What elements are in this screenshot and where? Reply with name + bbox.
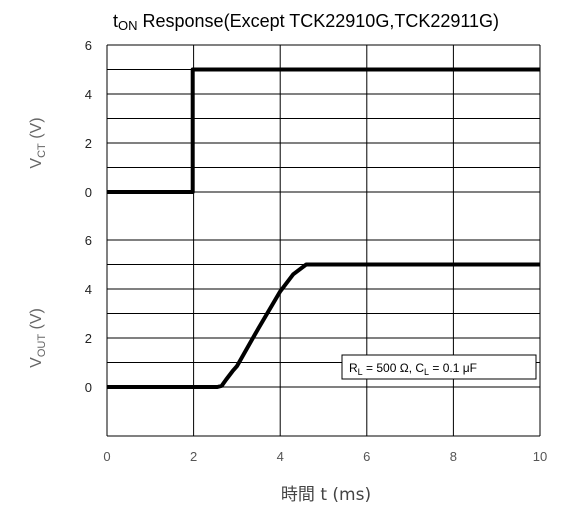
y-axis-label-vct: VCT (V) xyxy=(28,117,48,168)
x-tick-label: 10 xyxy=(533,449,547,464)
y-tick-label: 2 xyxy=(85,331,92,346)
x-tick-label: 0 xyxy=(103,449,110,464)
ann-r: R xyxy=(349,361,358,375)
ann-c-sub: L xyxy=(424,367,429,377)
x-axis-label: 時間 t (ms) xyxy=(281,485,371,505)
tick-labels: 0 2 4 6 8 10 0 2 4 6 0 2 4 6 xyxy=(85,38,547,464)
ann-r-rest: = 500 Ω, C xyxy=(363,361,425,375)
vout-panel-line xyxy=(107,262,540,389)
y-tick-label: 2 xyxy=(85,136,92,151)
x-tick-label: 6 xyxy=(363,449,370,464)
y-tick-label: 0 xyxy=(85,380,92,395)
title-t: t xyxy=(113,11,118,31)
vout-label-v: V xyxy=(28,357,45,368)
vct-label-v: V xyxy=(28,158,45,169)
y-axis-label-vout: VOUT (V) xyxy=(28,308,48,368)
y-tick-label: 4 xyxy=(85,282,92,297)
ann-c-rest: = 0.1 μF xyxy=(429,361,477,375)
title-subscript: ON xyxy=(118,18,138,33)
y-tick-label: 6 xyxy=(85,233,92,248)
series-layer xyxy=(107,67,540,389)
vct-label-unit: (V) xyxy=(28,117,45,143)
chart-title: tON Response(Except TCK22910G,TCK22911G) xyxy=(113,11,499,33)
annotation-box: RL = 500 Ω, CL = 0.1 μF xyxy=(341,354,537,380)
y-tick-label: 0 xyxy=(85,185,92,200)
vct-label-sub: CT xyxy=(36,143,48,158)
y-tick-label: 4 xyxy=(85,87,92,102)
x-tick-label: 2 xyxy=(190,449,197,464)
annotation-text: RL = 500 Ω, CL = 0.1 μF xyxy=(349,361,477,377)
annotation-frame xyxy=(341,354,537,380)
ann-r-sub: L xyxy=(358,367,363,377)
vout-label-sub: OUT xyxy=(36,334,48,358)
x-tick-label: 4 xyxy=(277,449,284,464)
vct-panel-line xyxy=(107,67,540,194)
y-tick-label: 6 xyxy=(85,38,92,53)
x-tick-label: 8 xyxy=(450,449,457,464)
vout-label-unit: (V) xyxy=(28,308,45,334)
title-rest: Response(Except TCK22910G,TCK22911G) xyxy=(138,11,500,31)
